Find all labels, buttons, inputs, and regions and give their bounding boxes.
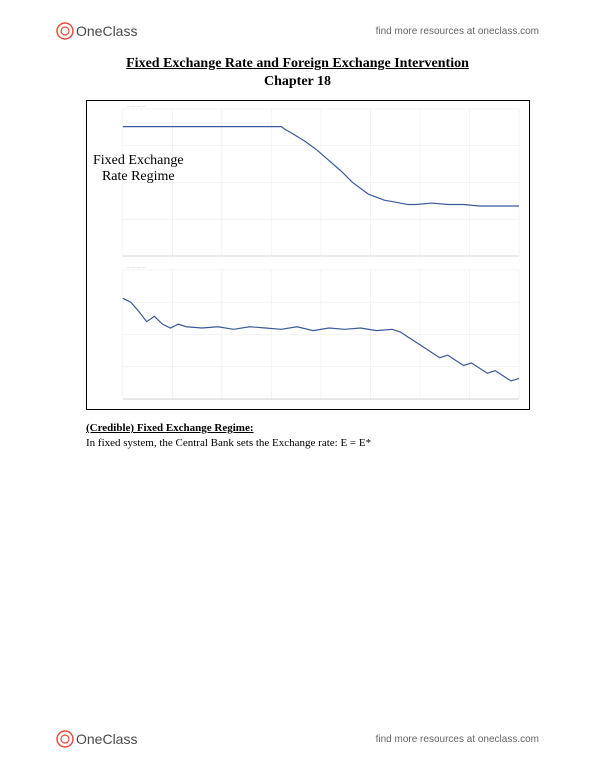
chart-annotation: Fixed Exchange Rate Regime (93, 153, 184, 185)
svg-text:·: · (122, 401, 123, 406)
svg-text:·: · (172, 258, 173, 263)
exchange-rate-chart: ·········— — — —·········— — — — Fixed E… (86, 100, 530, 410)
chart-annotation-line2: Rate Regime (93, 169, 184, 185)
chart-svg: ·········— — — —·········— — — — (87, 101, 529, 409)
svg-text:— — — —: — — — — (126, 264, 146, 269)
svg-text:·: · (419, 258, 420, 263)
resources-link-bottom[interactable]: find more resources at oneclass.com (376, 734, 539, 745)
svg-text:·: · (469, 258, 470, 263)
svg-text:·: · (172, 401, 173, 406)
svg-text:·: · (469, 401, 470, 406)
page-header: OneClass find more resources at oneclass… (0, 22, 595, 40)
page-footer: OneClass find more resources at oneclass… (0, 730, 595, 748)
resources-link-top[interactable]: find more resources at oneclass.com (376, 26, 539, 37)
svg-text:·: · (419, 401, 420, 406)
oneclass-icon (56, 22, 74, 40)
title-chapter: Chapter 18 (0, 74, 595, 90)
document-title: Fixed Exchange Rate and Foreign Exchange… (0, 56, 595, 90)
brand-logo-text: OneClass (76, 731, 137, 747)
svg-text:— — — —: — — — — (126, 103, 146, 108)
svg-text:·: · (370, 401, 371, 406)
oneclass-icon (56, 730, 74, 748)
svg-text:·: · (518, 258, 519, 263)
title-main: Fixed Exchange Rate and Foreign Exchange… (0, 56, 595, 72)
section-body: In fixed system, the Central Bank sets t… (86, 437, 371, 449)
svg-text:·: · (518, 401, 519, 406)
chart-annotation-line1: Fixed Exchange (93, 153, 184, 169)
brand-logo-text: OneClass (76, 23, 137, 39)
svg-text:·: · (271, 258, 272, 263)
svg-text:·: · (122, 258, 123, 263)
svg-text:·: · (221, 258, 222, 263)
brand-logo-footer: OneClass (56, 730, 137, 748)
brand-logo: OneClass (56, 22, 137, 40)
svg-text:·: · (320, 401, 321, 406)
svg-text:·: · (271, 401, 272, 406)
svg-text:·: · (370, 258, 371, 263)
svg-text:·: · (221, 401, 222, 406)
svg-text:·: · (320, 258, 321, 263)
section-heading: (Credible) Fixed Exchange Regime: (86, 422, 254, 434)
